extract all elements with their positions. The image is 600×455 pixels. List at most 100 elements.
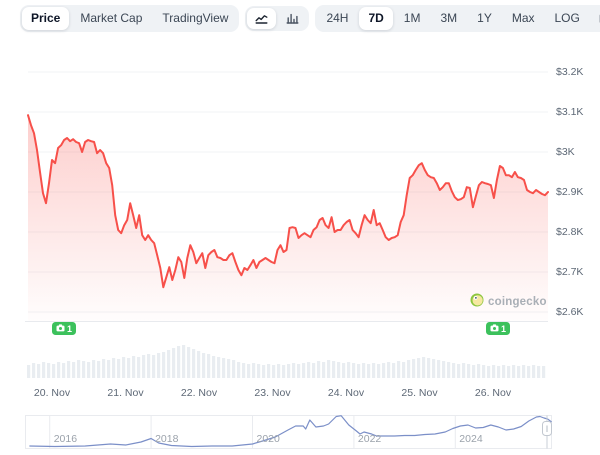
range-selector: 24H 7D 1M 3M 1Y Max LOG <box>315 5 600 33</box>
x-tick-label: 24. Nov <box>327 387 365 399</box>
tab-price[interactable]: Price <box>22 7 70 31</box>
volume-bar <box>262 365 266 378</box>
volume-bar <box>202 353 206 378</box>
volume-bar <box>257 364 261 378</box>
volume-bar <box>322 362 326 378</box>
range-button-24h[interactable]: 24H <box>317 7 357 30</box>
badge-count: 1 <box>501 323 507 334</box>
volume-bar <box>107 360 111 378</box>
tab-market-cap[interactable]: Market Cap <box>71 7 151 30</box>
volume-bar <box>332 361 336 378</box>
volume-bar <box>32 363 36 378</box>
volume-bar <box>87 362 91 378</box>
camera-icon <box>490 323 499 334</box>
volume-bar <box>472 365 476 378</box>
volume-bar <box>217 357 221 378</box>
volume-bar <box>247 364 251 378</box>
volume-bar <box>487 366 491 378</box>
volume-bar <box>122 357 126 378</box>
navigator-year-label: 2024 <box>459 433 483 445</box>
volume-bar <box>212 356 216 378</box>
volume-bar <box>507 366 511 378</box>
volume-bar <box>177 346 181 378</box>
volume-bar <box>92 360 96 378</box>
volume-bar <box>137 357 141 378</box>
volume-bar <box>242 363 246 378</box>
x-tick-label: 26. Nov <box>474 387 512 399</box>
volume-bar <box>432 359 436 378</box>
line-chart-type-button[interactable] <box>247 8 277 30</box>
coingecko-watermark-text: coingecko <box>488 295 547 308</box>
volume-bar <box>37 364 41 378</box>
range-button-7d[interactable]: 7D <box>359 7 393 31</box>
volume-bar <box>287 364 291 378</box>
volume-bar <box>327 360 331 378</box>
volume-bar <box>312 363 316 378</box>
volume-bar <box>142 355 146 378</box>
volume-bar <box>147 354 151 378</box>
volume-bar <box>222 358 226 378</box>
volume-bar <box>27 365 31 378</box>
volume-bar <box>227 359 231 378</box>
navigator-history-line <box>29 415 552 448</box>
bar-chart-icon <box>285 11 300 26</box>
volume-bar <box>467 364 471 378</box>
volume-bar <box>67 361 71 378</box>
volume-bar <box>457 364 461 378</box>
event-badge[interactable]: 1 <box>52 322 77 335</box>
volume-bar <box>422 357 426 378</box>
volume-bar <box>357 364 361 378</box>
y-tick-label: $3.1K <box>556 106 584 118</box>
volume-bar <box>267 364 271 378</box>
volume-bar <box>97 361 101 378</box>
range-button-log[interactable]: LOG <box>546 7 589 30</box>
volume-bar <box>182 345 186 378</box>
range-button-1y[interactable]: 1Y <box>468 7 501 30</box>
volume-bar <box>497 366 501 378</box>
volume-bar <box>237 362 241 378</box>
volume-bar <box>442 361 446 378</box>
volume-bar <box>112 358 116 378</box>
range-buttons: 24H 7D 1M 3M 1Y Max LOG <box>317 7 589 31</box>
volume-bar <box>492 365 496 378</box>
range-button-max[interactable]: Max <box>503 7 544 30</box>
chart-mode-tabs: Price Market Cap TradingView <box>20 5 240 33</box>
volume-bar <box>462 363 466 378</box>
volume-bar <box>397 361 401 378</box>
event-badge[interactable]: 1 <box>486 322 511 335</box>
volume-bar <box>427 358 431 378</box>
coingecko-watermark: coingecko <box>470 293 547 310</box>
volume-bar <box>362 363 366 378</box>
tab-tradingview[interactable]: TradingView <box>153 7 237 30</box>
navigator-year-label: 2016 <box>53 433 78 445</box>
line-chart-icon <box>254 11 269 26</box>
volume-bar <box>542 366 546 378</box>
volume-bar <box>387 362 391 378</box>
range-button-3m[interactable]: 3M <box>431 7 466 30</box>
volume-bar <box>277 364 281 378</box>
volume-bar <box>302 363 306 378</box>
y-tick-label: $3K <box>556 146 575 158</box>
volume-bar <box>307 362 311 378</box>
volume-bar <box>52 364 56 378</box>
volume-bar <box>392 363 396 378</box>
range-button-1m[interactable]: 1M <box>395 7 430 30</box>
volume-bar <box>272 365 276 378</box>
x-tick-label: 22. Nov <box>180 387 218 399</box>
volume-bar <box>537 366 541 378</box>
calendar-button[interactable] <box>591 8 600 29</box>
bar-chart-type-button[interactable] <box>278 8 307 29</box>
volume-bar <box>377 364 381 378</box>
volume-bar <box>132 356 136 378</box>
volume-bar <box>82 361 86 378</box>
volume-bar <box>407 360 411 378</box>
volume-bar <box>232 360 236 378</box>
coingecko-logo-icon <box>470 293 484 310</box>
volume-bar <box>157 353 161 378</box>
x-tick-label: 25. Nov <box>401 387 438 399</box>
volume-bar <box>197 351 201 378</box>
volume-bar <box>372 363 376 378</box>
volume-bar <box>532 365 536 378</box>
